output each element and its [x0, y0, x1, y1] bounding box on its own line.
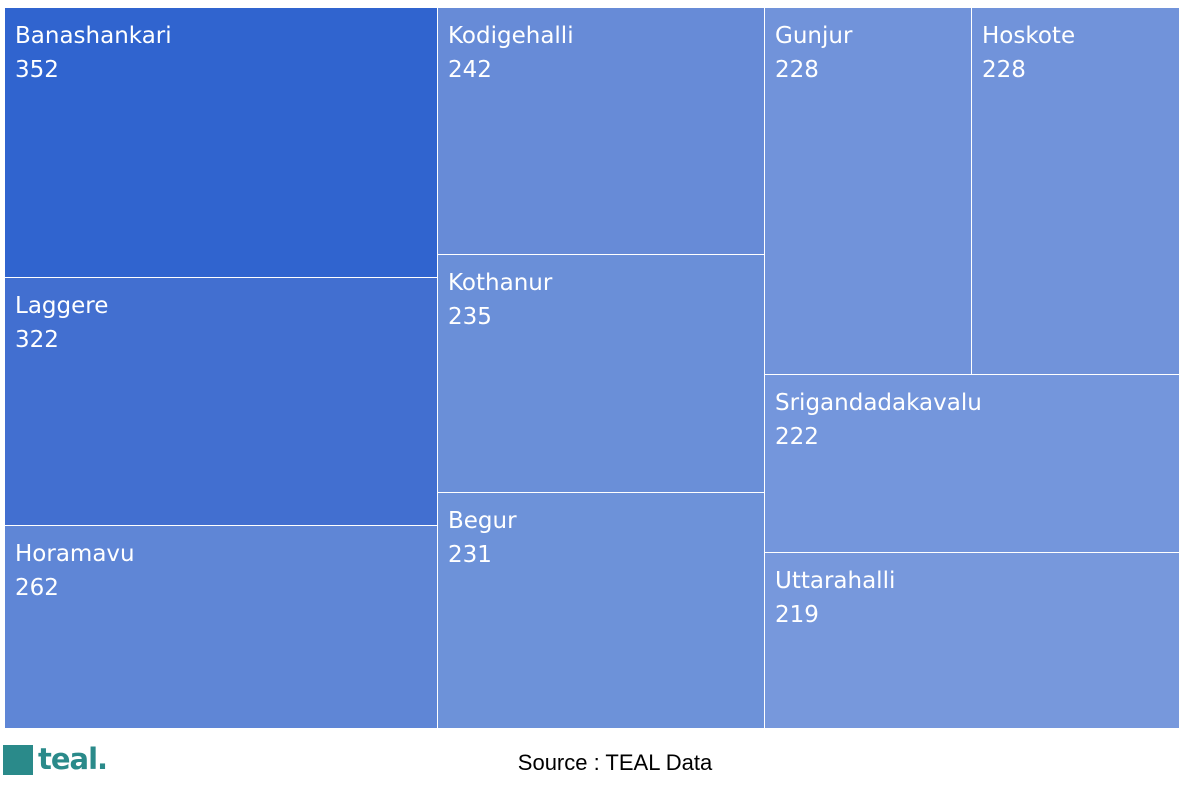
tile-label: Horamavu [15, 541, 135, 567]
tile-value: 235 [448, 304, 492, 330]
tile-value: 231 [448, 542, 492, 568]
footer: teal. Source : TEAL Data [0, 736, 1190, 790]
tile-value: 222 [775, 424, 819, 450]
tile-label: Kothanur [448, 270, 553, 296]
teal-logo-icon [3, 745, 33, 775]
tile-value: 242 [448, 57, 492, 83]
tile-label: Laggere [15, 293, 109, 319]
treemap-tile-kothanur: Kothanur 235 [438, 255, 765, 493]
tile-label: Hoskote [982, 23, 1076, 49]
tile-label: Srigandadakavalu [775, 390, 982, 416]
tile-value: 352 [15, 57, 59, 83]
treemap-tile-laggere: Laggere 322 [5, 278, 438, 526]
treemap-tile-gunjur: Gunjur 228 [765, 8, 972, 375]
treemap-tile-begur: Begur 231 [438, 493, 765, 729]
tile-value: 262 [15, 575, 59, 601]
tile-value: 322 [15, 327, 59, 353]
tile-value: 228 [775, 57, 819, 83]
treemap-tile-kodigehalli: Kodigehalli 242 [438, 8, 765, 255]
tile-label: Kodigehalli [448, 23, 574, 49]
tile-label: Begur [448, 508, 517, 534]
treemap-tile-srigandadakavalu: Srigandadakavalu 222 [765, 375, 1180, 553]
tile-value: 228 [982, 57, 1026, 83]
teal-logo-text: teal. [38, 742, 108, 776]
treemap-chart: Banashankari 352 Laggere 322 Horamavu 262 Kodi… [5, 8, 1180, 729]
treemap-tile-banashankari: Banashankari 352 [5, 8, 438, 278]
tile-label: Gunjur [775, 23, 853, 49]
tile-value: 219 [775, 602, 819, 628]
source-note: Source : TEAL Data [517, 750, 713, 775]
treemap-tile-hoskote: Hoskote 228 [972, 8, 1180, 375]
treemap-tile-uttarahalli: Uttarahalli 219 [765, 553, 1180, 729]
treemap-tile-horamavu: Horamavu 262 [5, 526, 438, 729]
tile-label: Uttarahalli [775, 568, 896, 594]
tile-label: Banashankari [15, 23, 172, 49]
